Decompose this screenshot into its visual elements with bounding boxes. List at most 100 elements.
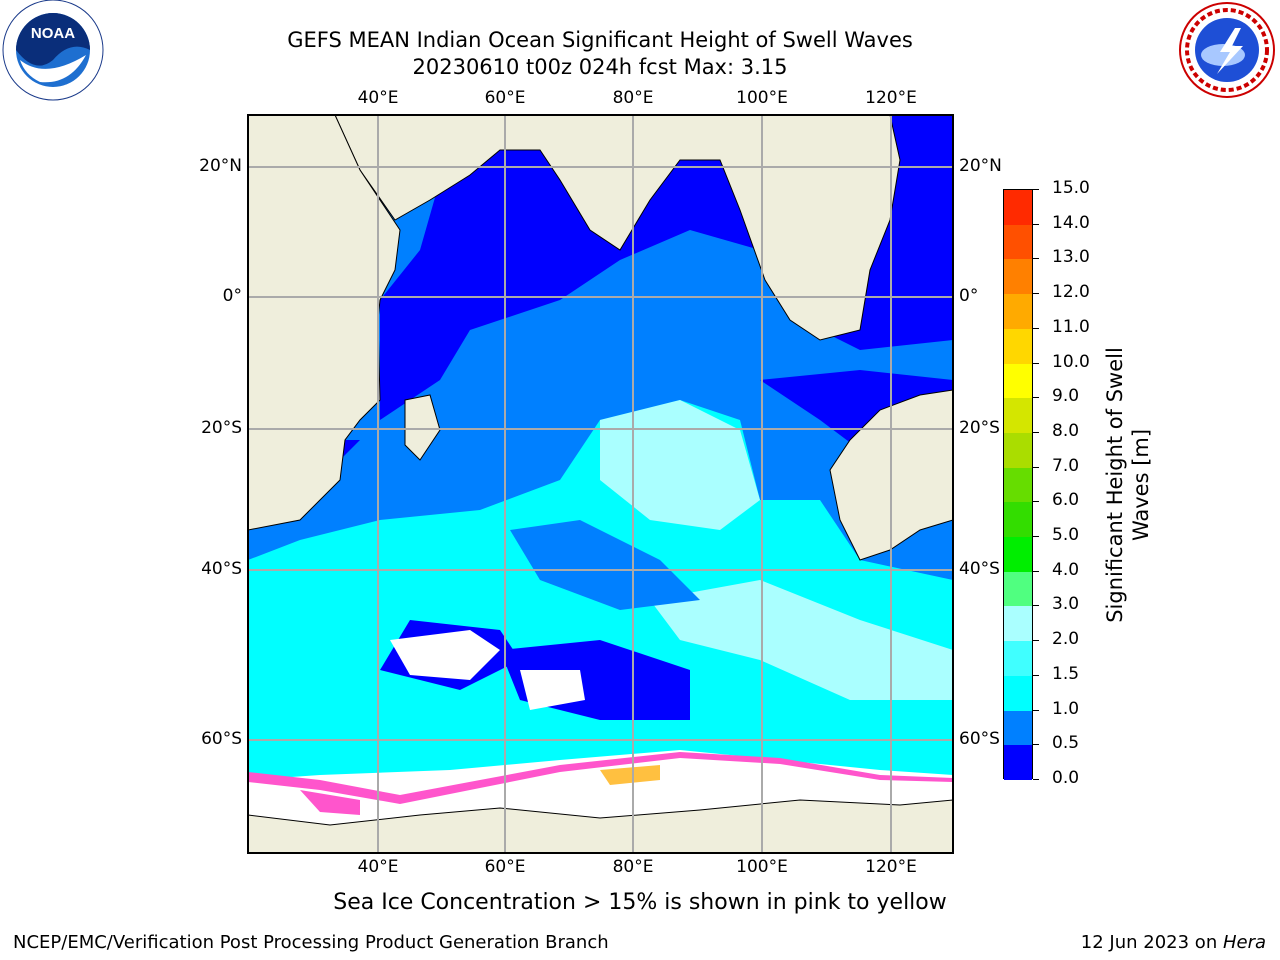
- colorbar-tick: [1033, 744, 1039, 746]
- lat-tick-right: 40°S: [959, 559, 1000, 579]
- map-border: [247, 114, 954, 854]
- colorbar-tick: [1033, 466, 1039, 468]
- lat-tick-left: 40°S: [201, 559, 242, 579]
- colorbar-label: 7.0: [1052, 455, 1080, 476]
- colorbar-segment: [1004, 328, 1032, 364]
- footer-machine: Hera: [1222, 932, 1266, 953]
- colorbar-segment: [1004, 432, 1032, 468]
- lat-tick-right: 20°S: [959, 418, 1000, 438]
- colorbar-label: 12.0: [1052, 282, 1090, 303]
- colorbar-segment: [1004, 675, 1032, 711]
- lon-tick-bottom: 80°E: [612, 857, 654, 877]
- colorbar-tick: [1033, 189, 1039, 190]
- land-madagascar: [404, 394, 441, 461]
- colorbar-label: 10.0: [1052, 351, 1090, 372]
- lon-tick-bottom: 100°E: [736, 857, 788, 877]
- footer-date-text: 12 Jun 2023 on: [1080, 932, 1223, 953]
- lon-tick-bottom: 40°E: [357, 857, 399, 877]
- colorbar-title-line2: Waves [m]: [1129, 428, 1153, 542]
- colorbar-segment: [1004, 710, 1032, 746]
- lat-tick-left: 20°N: [199, 156, 242, 176]
- colorbar-label: 14.0: [1052, 212, 1090, 233]
- map-layers: [248, 115, 953, 853]
- colorbar-label: 0.0: [1052, 768, 1080, 788]
- noaa-logo: NOAA: [2, 0, 104, 101]
- colorbar-segment: [1004, 363, 1032, 399]
- colorbar-tick: [1033, 258, 1039, 260]
- lon-tick-top: 40°E: [357, 88, 399, 108]
- lat-tick-left: 0°: [222, 286, 242, 306]
- colorbar-segment: [1004, 745, 1032, 780]
- footer-date: 12 Jun 2023 on Hera: [1081, 932, 1266, 953]
- colorbar-label: 1.5: [1052, 663, 1080, 684]
- masked-area-central: [520, 670, 585, 710]
- lon-tick-top: 100°E: [736, 88, 788, 108]
- colorbar-label: 13.0: [1052, 247, 1090, 268]
- chart-title: GEFS MEAN Indian Ocean Significant Heigh…: [287, 28, 913, 52]
- lat-tick-left: 60°S: [201, 729, 242, 749]
- colorbar-label: 8.0: [1052, 420, 1080, 441]
- lat-tick-right: 0°: [959, 286, 979, 306]
- colorbar-label: 2.0: [1052, 629, 1080, 650]
- colorbar-tick: [1033, 570, 1039, 572]
- colorbar-label: 15.0: [1052, 178, 1090, 198]
- colorbar-tick: [1033, 640, 1039, 642]
- high-swell-patch-south: [650, 580, 953, 700]
- lon-tick-top: 80°E: [612, 88, 654, 108]
- sea-ice-yellow-patch: [600, 765, 660, 785]
- lon-tick-bottom: 120°E: [865, 857, 917, 877]
- colorbar-tick: [1033, 674, 1039, 676]
- colorbar-tick: [1033, 223, 1039, 225]
- lat-tick-right: 60°S: [959, 729, 1000, 749]
- colorbar-label: 0.5: [1052, 733, 1080, 754]
- colorbar-segment: [1004, 571, 1032, 607]
- chart-subtitle: 20230610 t00z 024h fcst Max: 3.15: [412, 55, 788, 79]
- colorbar-tick: [1033, 709, 1039, 711]
- colorbar-tick: [1033, 327, 1039, 329]
- colorbar-segment: [1004, 641, 1032, 676]
- colorbar-segment: [1004, 294, 1032, 329]
- colorbar-label: 4.0: [1052, 559, 1080, 580]
- mid-swell-band: [510, 520, 700, 610]
- lon-tick-top: 120°E: [865, 88, 917, 108]
- noaa-logo-text: NOAA: [31, 25, 75, 42]
- colorbar-label: 1.0: [1052, 698, 1080, 719]
- colorbar-label: 3.0: [1052, 594, 1080, 615]
- colorbar-tick: [1033, 779, 1039, 780]
- colorbar-tick: [1033, 431, 1039, 433]
- high-swell-patch-central: [600, 400, 760, 530]
- colorbar-tick: [1033, 362, 1039, 364]
- colorbar-segment: [1004, 606, 1032, 642]
- colorbar-tick: [1033, 536, 1039, 538]
- sea-ice-edge-pink: [248, 752, 953, 804]
- colorbar: [1003, 189, 1033, 780]
- colorbar-segment: [1004, 537, 1032, 572]
- sea-ice-pink-patch: [300, 790, 360, 815]
- colorbar-segment: [1004, 259, 1032, 295]
- colorbar-tick: [1033, 293, 1039, 295]
- colorbar-segment: [1004, 467, 1032, 503]
- colorbar-tick: [1033, 605, 1039, 607]
- colorbar-tick: [1033, 397, 1039, 399]
- colorbar-segment: [1004, 502, 1032, 538]
- colorbar-segment: [1004, 224, 1032, 260]
- colorbar-label: 5.0: [1052, 525, 1080, 546]
- lon-tick-top: 60°E: [484, 88, 526, 108]
- colorbar-segment: [1004, 190, 1032, 225]
- nws-logo: [1179, 2, 1275, 98]
- colorbar-label: 6.0: [1052, 490, 1080, 511]
- lon-tick-bottom: 60°E: [484, 857, 526, 877]
- colorbar-title: Significant Height of Swell Waves [m]: [1102, 347, 1154, 623]
- sea-ice-note: Sea Ice Concentration > 15% is shown in …: [333, 890, 947, 915]
- colorbar-segment: [1004, 398, 1032, 433]
- masked-area-west: [390, 630, 500, 680]
- colorbar-title-line1: Significant Height of Swell: [1103, 347, 1127, 623]
- land-antarctica: [248, 799, 953, 853]
- colorbar-tick: [1033, 501, 1039, 503]
- land-asia: [248, 115, 901, 341]
- footer-credit: NCEP/EMC/Verification Post Processing Pr…: [13, 932, 609, 953]
- colorbar-label: 9.0: [1052, 386, 1080, 407]
- lat-tick-left: 20°S: [201, 418, 242, 438]
- lat-tick-right: 20°N: [959, 156, 1002, 176]
